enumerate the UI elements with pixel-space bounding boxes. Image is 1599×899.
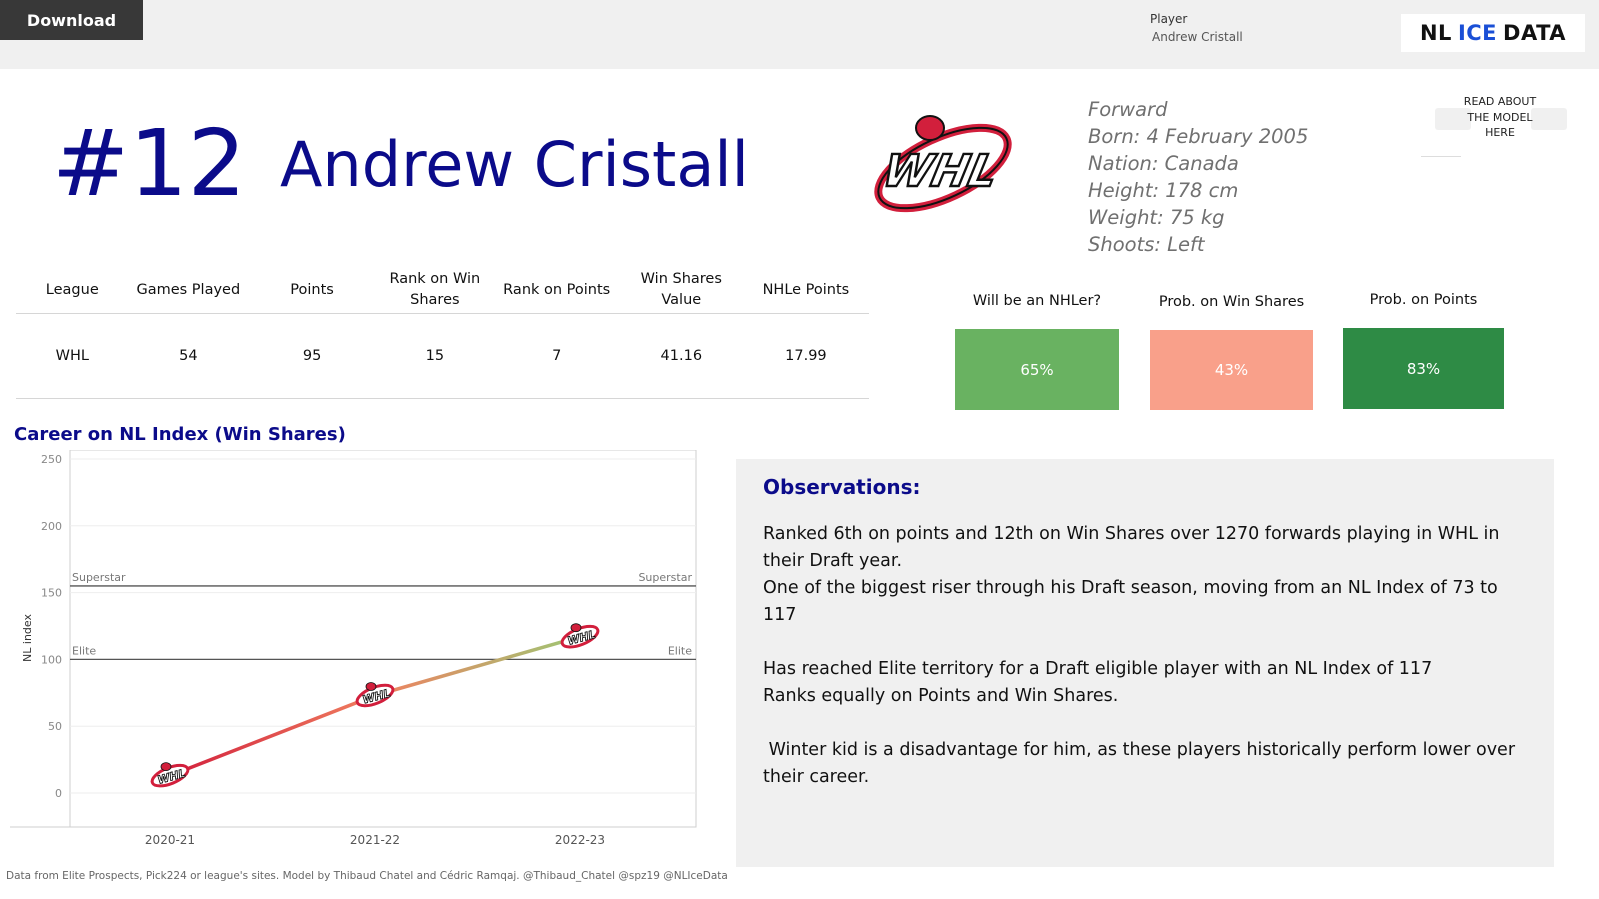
observation-line: One of the biggest riser through his Dra… <box>763 578 1504 625</box>
stat-rank-win-shares: 15 <box>376 313 494 399</box>
observations-panel: Observations: Ranked 6th on points and 1… <box>736 459 1554 867</box>
reference-label-right: Superstar <box>638 571 692 584</box>
bio-shoots: Shoots: Left <box>1088 233 1205 256</box>
brand-part-3: DATA <box>1503 21 1567 45</box>
svg-text:WHL: WHL <box>878 146 1002 196</box>
col-header: Rank on Points <box>493 267 620 314</box>
x-tick-label: 2020-21 <box>145 833 195 847</box>
bio-nation: Nation: Canada <box>1088 152 1239 175</box>
download-button[interactable]: Download <box>0 0 143 40</box>
stats-table: League Games Played Points Rank on Win S… <box>16 267 869 399</box>
prob-win-shares: Prob. on Win Shares 43% <box>1150 290 1313 410</box>
jersey-number: #12 <box>52 110 247 217</box>
col-header: League <box>16 267 129 314</box>
stat-games-played: 54 <box>128 313 249 399</box>
prob-nhler: Will be an NHLer? 65% <box>955 290 1119 410</box>
model-pill-right <box>1531 108 1567 130</box>
player-bio: Forward Born: 4 February 2005 Nation: Ca… <box>1088 96 1308 258</box>
top-toolbar <box>0 0 1599 69</box>
prob-title: Prob. on Win Shares <box>1158 294 1305 310</box>
player-filter-value[interactable]: Andrew Cristall <box>1152 30 1243 44</box>
col-header: Points <box>248 267 377 314</box>
observation-line: Ranks equally on Points and Win Shares. <box>763 686 1119 706</box>
table-row: WHL 54 95 15 7 41.16 17.99 <box>16 313 869 399</box>
stat-league: WHL <box>16 313 129 399</box>
prob-box: 43% <box>1150 330 1313 410</box>
bio-born: Born: 4 February 2005 <box>1088 125 1309 148</box>
y-tick-label: 0 <box>55 787 62 800</box>
observation-line: Has reached Elite territory for a Draft … <box>763 659 1433 679</box>
bio-height: Height: 178 cm <box>1088 179 1239 202</box>
career-chart: 0 50 100 150 200 250 Superstar Superstar Elite El… <box>10 450 698 850</box>
player-filter[interactable]: Player Andrew Cristall <box>1150 12 1243 44</box>
observation-line: Ranked 6th on points and 12th on Win Sha… <box>763 524 1506 571</box>
observation-line <box>763 710 1533 737</box>
stats-header-row: League Games Played Points Rank on Win S… <box>16 267 869 314</box>
stat-points: 95 <box>248 313 377 399</box>
model-link-text[interactable]: READ ABOUT THE MODEL HERE <box>1463 95 1537 139</box>
prob-points: Prob. on Points 83% <box>1343 290 1504 410</box>
x-tick-label: 2021-22 <box>350 833 400 847</box>
observation-line: Winter kid is a disadvantage for him, as… <box>763 740 1521 787</box>
bio-position: Forward <box>1088 98 1168 121</box>
y-tick-label: 200 <box>41 520 62 533</box>
observations-body: Ranked 6th on points and 12th on Win Sha… <box>763 521 1533 791</box>
model-link-box[interactable]: READ ABOUT THE MODEL HERE <box>1421 74 1583 164</box>
whl-logo-icon: WHL <box>874 115 1012 213</box>
observation-line <box>763 629 1533 656</box>
observations-title: Observations: <box>763 475 921 499</box>
y-tick-label: 150 <box>41 587 62 600</box>
career-chart-svg: 0 50 100 150 200 250 Superstar Superstar Elite El… <box>10 450 697 847</box>
brand-part-1: NL <box>1419 21 1452 45</box>
prob-title: Will be an NHLer? <box>972 293 1102 309</box>
col-header: Rank on Win Shares <box>376 267 494 314</box>
y-tick-label: 50 <box>48 720 62 733</box>
col-header: Games Played <box>128 267 249 314</box>
brand-part-2: ICE <box>1457 21 1498 45</box>
reference-label-left: Elite <box>72 644 96 657</box>
y-axis-label: NL index <box>21 614 34 662</box>
col-header: Win Shares Value <box>619 267 743 314</box>
stat-nhle-points: 17.99 <box>742 313 869 399</box>
player-name: Andrew Cristall <box>280 128 749 201</box>
footer-credits: Data from Elite Prospects, Pick224 or le… <box>6 870 728 882</box>
stat-rank-points: 7 <box>493 313 620 399</box>
nl-ice-data-logo: NL ICE DATA <box>1401 14 1585 52</box>
prob-title: Prob. on Points <box>1369 292 1478 308</box>
y-tick-label: 250 <box>41 453 62 466</box>
bio-weight: Weight: 75 kg <box>1088 206 1225 229</box>
stat-win-shares-value: 41.16 <box>619 313 743 399</box>
x-tick-label: 2022-23 <box>555 833 605 847</box>
career-chart-title: Career on NL Index (Win Shares) <box>14 424 346 445</box>
player-filter-label: Player <box>1150 12 1188 26</box>
reference-label-right: Elite <box>668 644 692 657</box>
model-divider <box>1421 156 1461 157</box>
model-pill-left <box>1435 108 1471 130</box>
prob-box: 83% <box>1343 328 1504 409</box>
prob-box: 65% <box>955 329 1119 410</box>
y-tick-label: 100 <box>41 653 62 666</box>
reference-label-left: Superstar <box>72 571 126 584</box>
col-header: NHLe Points <box>742 267 869 314</box>
